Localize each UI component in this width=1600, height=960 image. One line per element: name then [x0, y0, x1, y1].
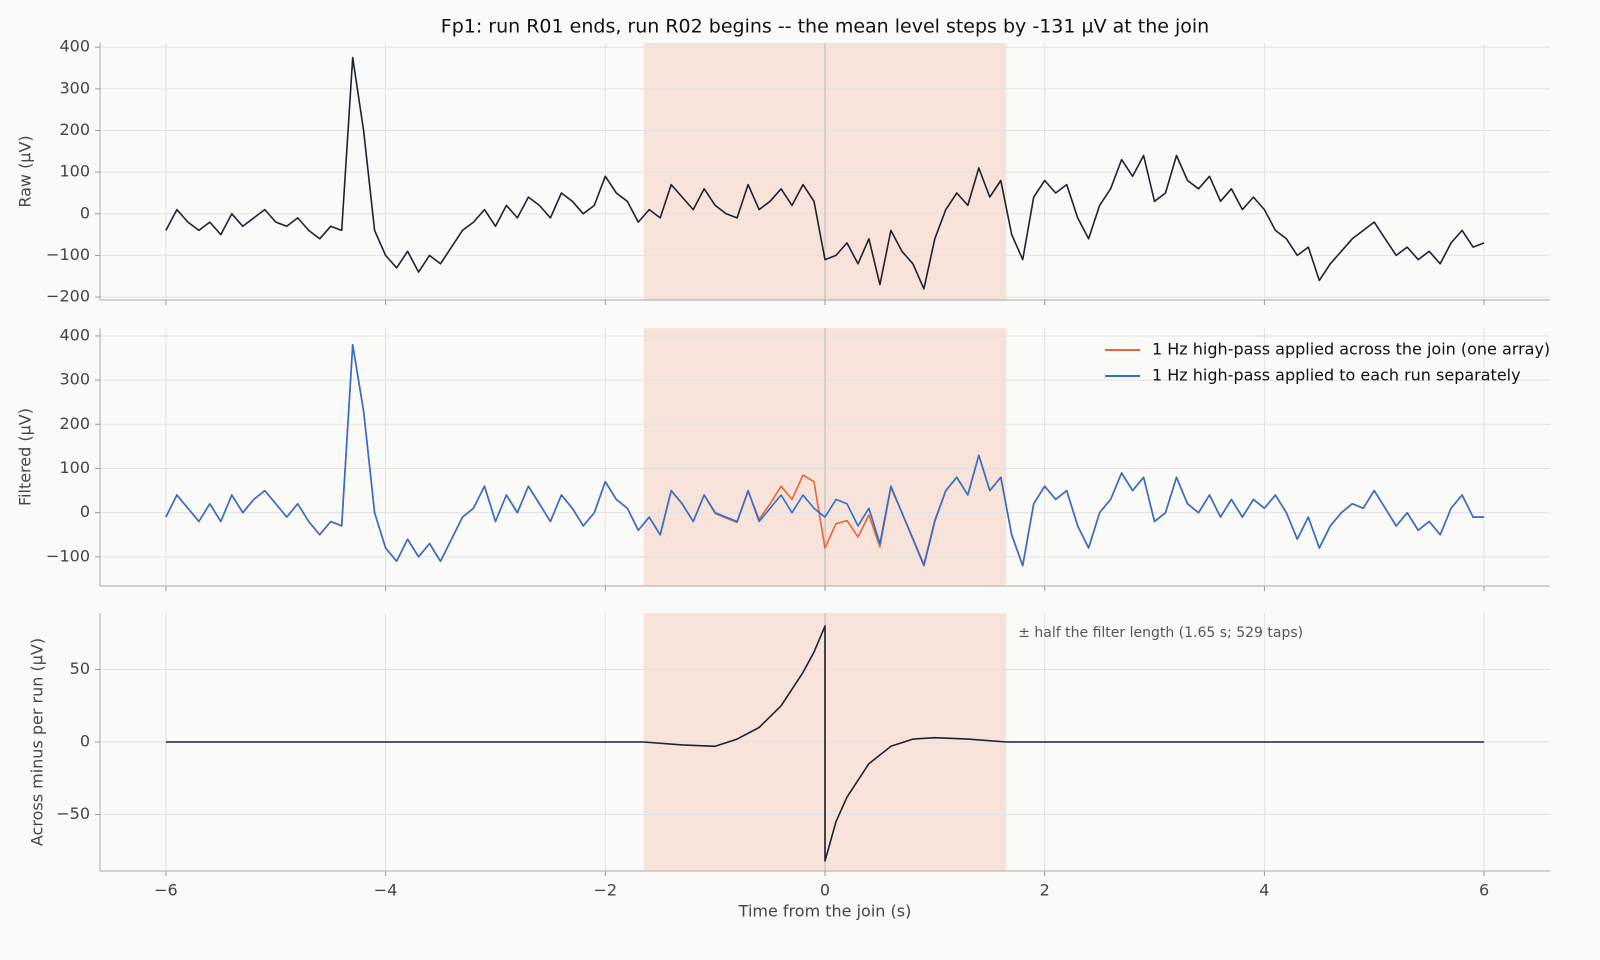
- y-tick-label: −100: [46, 546, 90, 565]
- x-tick-label: 0: [820, 881, 830, 900]
- legend-label: 1 Hz high-pass applied to each run separ…: [1152, 366, 1521, 385]
- y-tick-label: −100: [46, 245, 90, 264]
- y-tick-label: −50: [56, 804, 90, 823]
- x-tick-label: 4: [1259, 881, 1269, 900]
- y-tick-label: 100: [59, 162, 90, 181]
- y-tick-label: 50: [70, 659, 90, 678]
- x-axis-label: Time from the join (s): [738, 902, 912, 921]
- y-axis-label: Across minus per run (µV): [28, 638, 47, 846]
- annotation: ± half the filter length (1.65 s; 529 ta…: [1018, 625, 1303, 641]
- y-tick-label: 400: [59, 325, 90, 344]
- data-line: [165, 625, 1485, 862]
- x-tick-label: −6: [154, 881, 178, 900]
- y-tick-label: 0: [80, 203, 90, 222]
- y-tick-label: 200: [59, 414, 90, 433]
- y-axis-label: Filtered (µV): [16, 408, 35, 506]
- y-axis-label: Raw (µV): [16, 135, 35, 207]
- data-line: [165, 344, 1485, 567]
- y-tick-label: 0: [80, 502, 90, 521]
- x-tick-label: −2: [594, 881, 618, 900]
- y-tick-label: 300: [59, 370, 90, 389]
- chart-title: Fp1: run R01 ends, run R02 begins -- the…: [441, 16, 1209, 38]
- y-tick-label: 400: [59, 37, 90, 56]
- y-tick-label: 200: [59, 120, 90, 139]
- y-tick-label: −200: [46, 287, 90, 306]
- data-line: [165, 56, 1485, 290]
- x-tick-label: −4: [374, 881, 398, 900]
- y-tick-label: 300: [59, 78, 90, 97]
- x-tick-label: 6: [1479, 881, 1489, 900]
- x-tick-label: 2: [1040, 881, 1050, 900]
- y-tick-label: 100: [59, 458, 90, 477]
- y-tick-label: 0: [80, 732, 90, 751]
- legend-label: 1 Hz high-pass applied across the join (…: [1152, 340, 1550, 359]
